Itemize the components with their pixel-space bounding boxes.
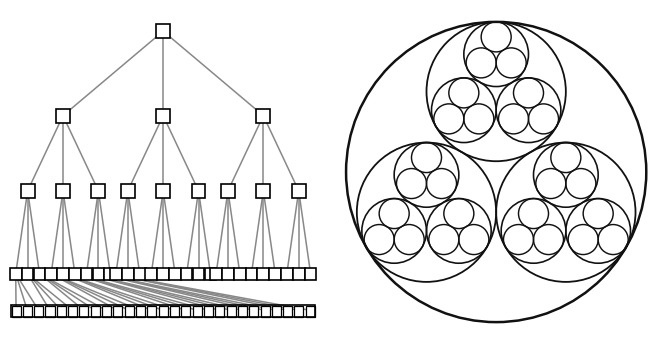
Bar: [215, 307, 224, 316]
Bar: [147, 307, 157, 316]
Bar: [11, 307, 21, 316]
Bar: [91, 307, 100, 316]
Bar: [272, 307, 281, 316]
Bar: [256, 184, 270, 198]
Bar: [246, 268, 257, 280]
Bar: [292, 184, 306, 198]
Bar: [23, 307, 32, 316]
Bar: [102, 307, 111, 316]
Bar: [281, 268, 292, 280]
Bar: [256, 109, 270, 122]
Bar: [34, 268, 45, 280]
Bar: [122, 268, 134, 280]
Bar: [79, 307, 89, 316]
Bar: [10, 268, 21, 280]
Bar: [22, 268, 33, 280]
Bar: [11, 305, 315, 317]
Bar: [113, 307, 123, 316]
Bar: [249, 307, 258, 316]
Bar: [305, 268, 316, 280]
Bar: [136, 307, 145, 316]
Bar: [222, 268, 234, 280]
Bar: [68, 307, 77, 316]
Bar: [293, 268, 304, 280]
Bar: [125, 307, 134, 316]
Bar: [157, 24, 170, 38]
Bar: [192, 268, 204, 280]
Bar: [260, 307, 270, 316]
Bar: [192, 184, 205, 198]
Bar: [170, 307, 179, 316]
Bar: [169, 268, 181, 280]
Bar: [294, 307, 304, 316]
Bar: [121, 184, 135, 198]
Bar: [45, 268, 57, 280]
Bar: [93, 268, 104, 280]
Bar: [69, 268, 81, 280]
Bar: [204, 268, 216, 280]
Bar: [21, 184, 35, 198]
Bar: [192, 307, 202, 316]
Bar: [159, 307, 168, 316]
Bar: [157, 184, 170, 198]
Bar: [221, 184, 235, 198]
Bar: [105, 268, 116, 280]
Bar: [204, 307, 213, 316]
Bar: [145, 268, 157, 280]
Bar: [238, 307, 247, 316]
Bar: [283, 307, 292, 316]
Bar: [57, 268, 69, 280]
Bar: [226, 307, 236, 316]
Bar: [157, 109, 170, 122]
Bar: [180, 268, 192, 280]
Bar: [57, 307, 66, 316]
Bar: [234, 268, 246, 280]
Bar: [210, 268, 222, 280]
Bar: [110, 268, 122, 280]
Bar: [134, 268, 146, 280]
Bar: [269, 268, 281, 280]
Bar: [45, 307, 55, 316]
Bar: [91, 184, 105, 198]
Bar: [157, 268, 169, 280]
Bar: [56, 184, 70, 198]
Bar: [258, 268, 269, 280]
Bar: [81, 268, 93, 280]
Bar: [181, 307, 190, 316]
Bar: [34, 307, 43, 316]
Bar: [56, 109, 70, 122]
Bar: [306, 307, 315, 316]
